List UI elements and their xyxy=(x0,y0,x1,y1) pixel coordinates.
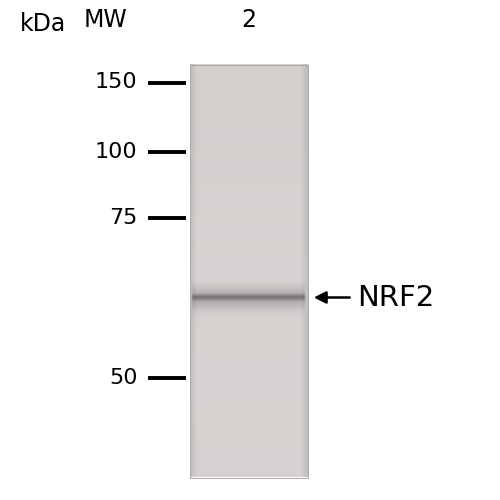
Text: MW: MW xyxy=(83,8,127,32)
Text: 150: 150 xyxy=(95,72,138,92)
Text: kDa: kDa xyxy=(20,12,66,36)
Text: NRF2: NRF2 xyxy=(358,284,435,312)
Text: 50: 50 xyxy=(109,368,138,388)
Text: 75: 75 xyxy=(109,208,138,228)
Text: 2: 2 xyxy=(241,8,256,32)
Text: 100: 100 xyxy=(95,142,138,163)
Bar xyxy=(190,65,308,478)
